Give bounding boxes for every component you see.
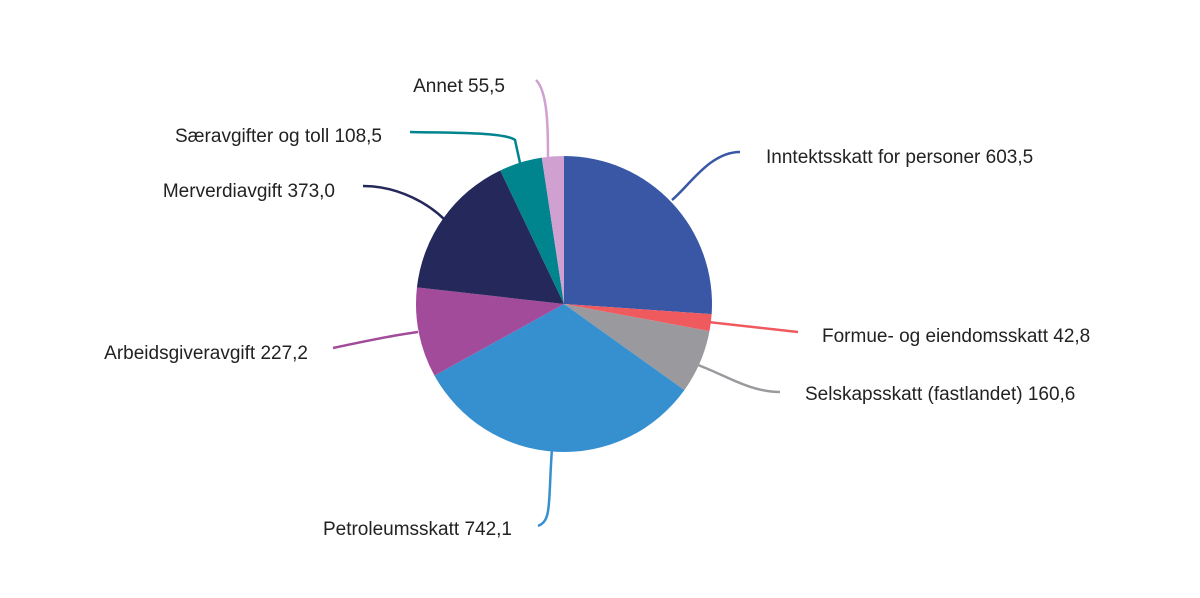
- slice-label-0: Inntektsskatt for personer 603,5: [766, 147, 1033, 168]
- leader-line-6: [409, 130, 522, 164]
- pie-slice-7: [541, 156, 564, 304]
- leader-line-3: [537, 447, 554, 528]
- leader-line-2: [697, 363, 781, 394]
- leader-line-4: [332, 330, 419, 350]
- pie-slice-4: [415, 287, 564, 376]
- slice-label-6: Særavgifter og toll 108,5: [175, 126, 382, 147]
- leader-line-0: [671, 150, 741, 201]
- leader-line-7: [535, 79, 550, 159]
- slice-label-5: Merverdiavgift 373,0: [163, 181, 335, 202]
- slice-label-7: Annet 55,5: [413, 76, 505, 97]
- slice-label-4: Arbeidsgiveravgift 227,2: [104, 343, 308, 364]
- pie-slice-0: [564, 156, 712, 315]
- pie-slice-1: [564, 304, 712, 332]
- pie-slice-3: [434, 304, 685, 453]
- pie-slice-5: [416, 170, 564, 304]
- leader-line-1: [707, 320, 799, 334]
- slice-label-1: Formue- og eiendomsskatt 42,8: [822, 326, 1090, 347]
- pie-slice-6: [500, 157, 564, 304]
- leader-line-5: [362, 184, 446, 221]
- slice-label-3: Petroleumsskatt 742,1: [323, 519, 512, 540]
- pie-slice-2: [564, 304, 710, 391]
- slice-label-2: Selskapsskatt (fastlandet) 160,6: [805, 384, 1075, 405]
